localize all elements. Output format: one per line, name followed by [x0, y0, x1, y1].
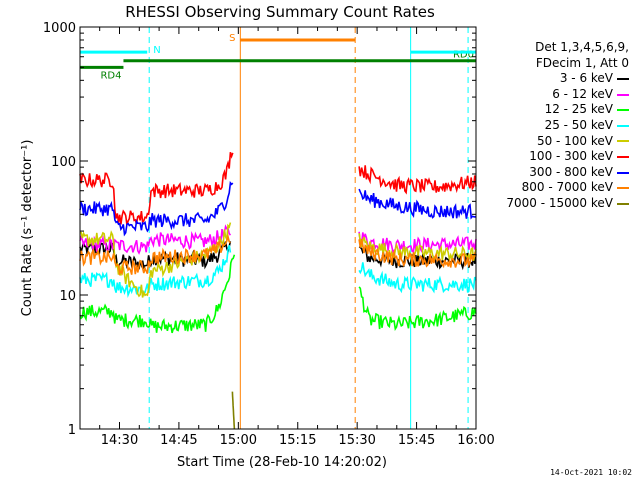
legend-swatch [617, 155, 629, 158]
legend-header-line-2: FDecim 1, Att 0 [535, 55, 629, 70]
x-tick-label: 15:00 [220, 433, 257, 448]
y-axis-label: Count Rate (s⁻¹ detector⁻¹) [20, 140, 35, 317]
legend-entry: 6 - 12 keV [506, 87, 629, 103]
x-tick-label: 14:45 [160, 433, 197, 448]
legend-swatch [617, 187, 629, 190]
series-100-300-kev [79, 151, 477, 225]
legend-entry-label: 100 - 300 keV [529, 149, 613, 164]
legend-swatch [617, 202, 629, 205]
legend-entry: 50 - 100 keV [506, 134, 629, 150]
legend-swatch [617, 171, 629, 174]
legend-entry-label: 12 - 25 keV [544, 102, 613, 117]
x-tick-label: 15:45 [398, 433, 435, 448]
series-layer [79, 151, 477, 430]
plot-frame [79, 26, 477, 430]
legend-entry-label: 25 - 50 keV [544, 117, 613, 132]
state-label: RD0 [453, 50, 474, 61]
series-800-7000-kev [79, 233, 477, 277]
chart-title: RHESSI Observing Summary Count Rates [125, 3, 435, 21]
legend-entry: 800 - 7000 keV [506, 180, 629, 196]
series-trace [358, 262, 477, 294]
legend: Det 1,3,4,5,6,9, FDecim 1, Att 0 3 - 6 k… [506, 40, 629, 212]
y-tick-label: 1 [68, 423, 76, 438]
series-300-800-kev [79, 180, 477, 237]
legend-entry: 100 - 300 keV [506, 149, 629, 165]
x-tick-label: 16:00 [457, 433, 494, 448]
series-trace [358, 238, 477, 269]
legend-entry-label: 300 - 800 keV [529, 164, 613, 179]
series-25-50-kev [79, 245, 477, 298]
series-trace [231, 391, 236, 430]
series-trace [358, 188, 477, 220]
states-layer: RD4 RD0 N S [80, 33, 476, 81]
series-trace [79, 233, 231, 277]
legend-entry: 12 - 25 keV [506, 102, 629, 118]
legend-swatch [617, 140, 629, 143]
legend-entry-label: 3 - 6 keV [559, 71, 613, 86]
x-tick-label: 15:15 [279, 433, 316, 448]
series-trace [79, 180, 234, 237]
y-tick-label: 1000 [43, 21, 76, 36]
legend-entry-label: 50 - 100 keV [536, 133, 613, 148]
x-axis-label: Start Time (28-Feb-10 14:20:02) [177, 455, 387, 470]
legend-entry-label: 7000 - 15000 keV [506, 195, 613, 210]
legend-entry: 3 - 6 keV [506, 71, 629, 87]
legend-header-line-1: Det 1,3,4,5,6,9, [535, 40, 629, 54]
axes-layer: 14:30 14:45 15:00 15:15 15:30 15:45 16:00 1 10 10… [43, 21, 495, 448]
series-trace [358, 286, 477, 331]
legend-rows: 3 - 6 keV 6 - 12 keV 12 - 25 keV 25 - 50 ke… [506, 71, 629, 211]
legend-swatch [617, 109, 629, 112]
series-trace [79, 245, 232, 298]
markers-layer [79, 27, 469, 429]
x-tick-label: 14:30 [101, 433, 138, 448]
series-trace [79, 222, 232, 298]
x-tick-label: 15:30 [338, 433, 375, 448]
state-label: S [229, 33, 235, 44]
legend-entry: 300 - 800 keV [506, 165, 629, 181]
legend-entry-label: 800 - 7000 keV [521, 180, 613, 195]
series-7000-15000-kev [231, 391, 236, 430]
y-tick-label: 100 [51, 155, 76, 170]
state-label: N [153, 45, 160, 56]
series-trace [79, 254, 236, 334]
legend-entry: 7000 - 15000 keV [506, 196, 629, 212]
series-trace [79, 151, 234, 225]
footer-timestamp: 14-Oct-2021 10:02 [550, 468, 632, 477]
legend-entry-label: 6 - 12 keV [552, 86, 613, 101]
series-trace [358, 233, 477, 262]
series-trace [358, 165, 477, 195]
series-12-25-kev [79, 254, 477, 334]
state-label: RD4 [100, 70, 121, 81]
legend-swatch [617, 124, 629, 127]
y-tick-label: 10 [59, 289, 76, 304]
legend-entry: 25 - 50 keV [506, 118, 629, 134]
series-50-100-kev [79, 222, 477, 298]
legend-swatch [617, 77, 629, 80]
legend-swatch [617, 93, 629, 96]
